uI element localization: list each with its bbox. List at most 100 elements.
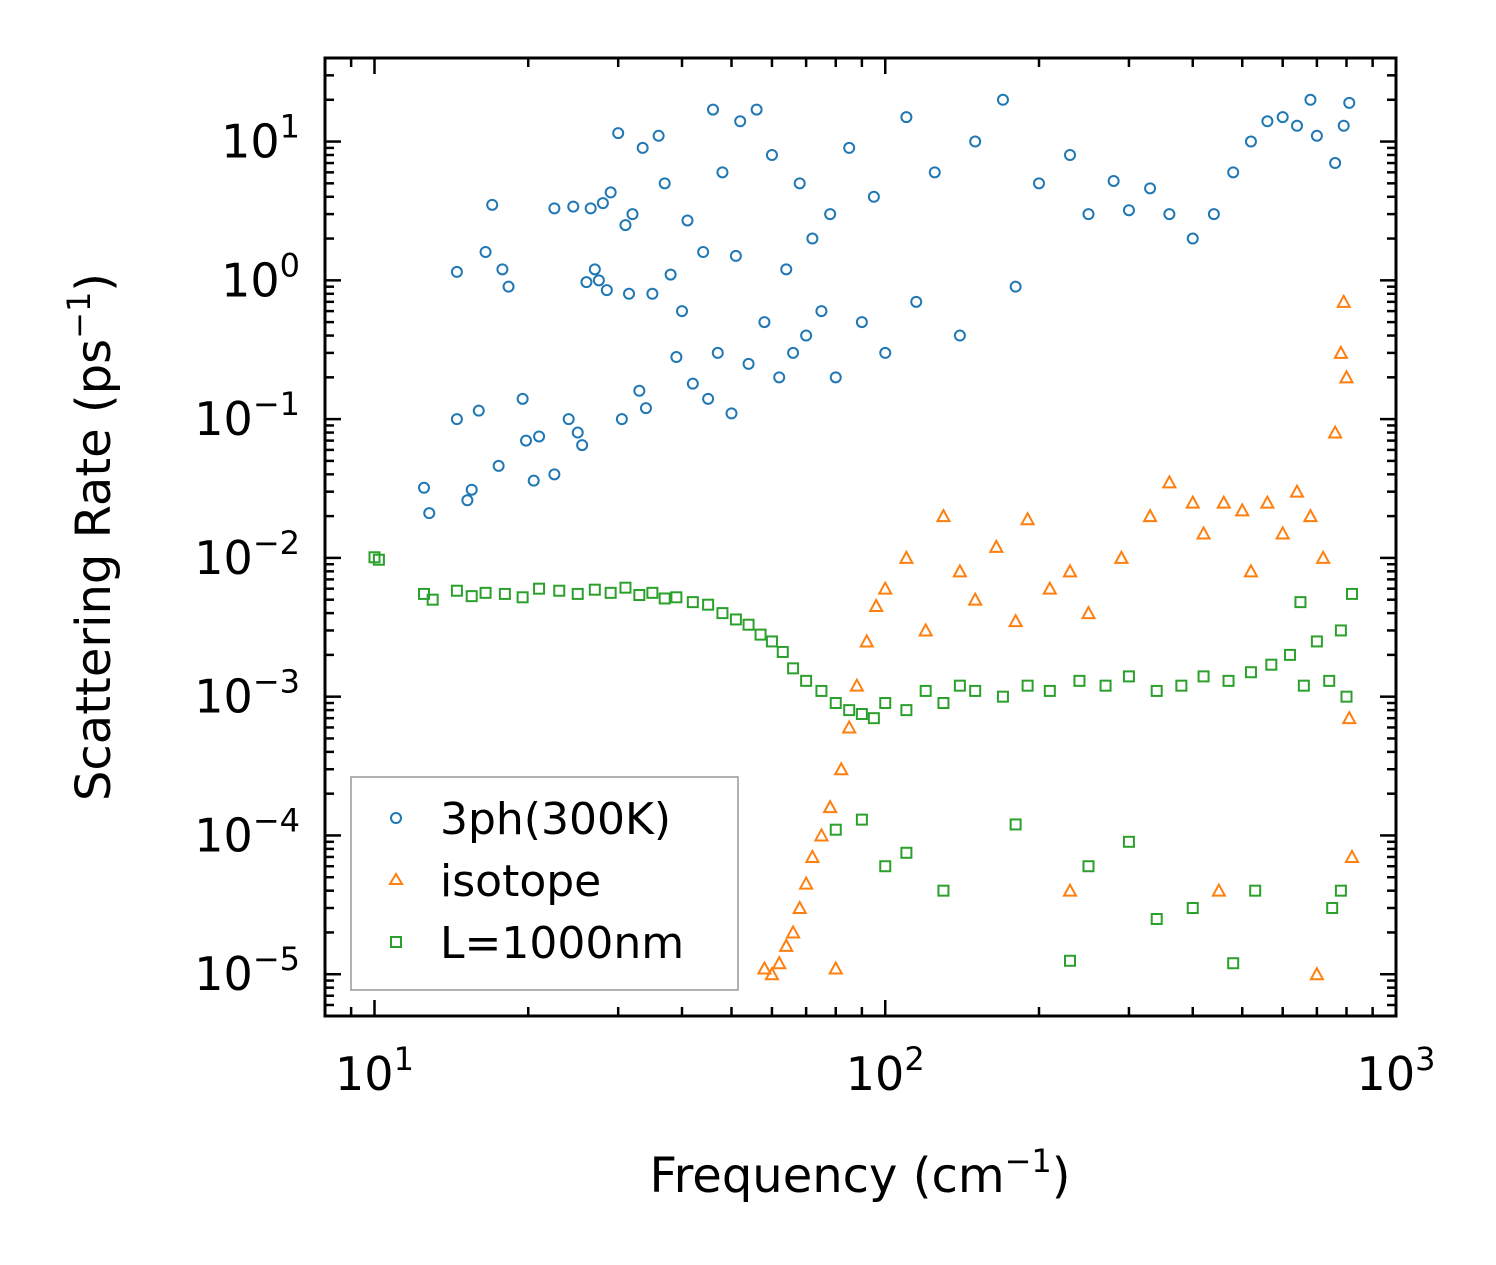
boundary-point bbox=[800, 674, 813, 687]
3ph-point bbox=[1276, 111, 1289, 124]
isotope-point bbox=[1185, 494, 1201, 509]
3ph-point bbox=[787, 346, 800, 359]
3ph-point bbox=[492, 459, 505, 472]
boundary-point bbox=[919, 684, 932, 697]
3ph-point bbox=[652, 129, 665, 142]
3ph-point bbox=[1144, 182, 1157, 195]
isotope-point bbox=[1195, 525, 1212, 540]
boundary-point bbox=[937, 697, 950, 710]
legend-marker-isotope bbox=[388, 872, 404, 885]
x-axis-label-exp: −1 bbox=[1005, 1142, 1052, 1180]
y-tick-label: 10−5 bbox=[194, 940, 300, 1001]
y-tick-exp: −3 bbox=[253, 663, 300, 701]
boundary-point bbox=[479, 586, 492, 599]
3ph-point bbox=[707, 103, 720, 116]
3ph-point bbox=[516, 392, 529, 405]
isotope-point bbox=[1113, 549, 1130, 564]
3ph-point bbox=[815, 305, 828, 318]
isotope-point bbox=[935, 508, 952, 523]
boundary-point bbox=[670, 591, 683, 604]
boundary-point bbox=[742, 618, 755, 631]
3ph-point bbox=[588, 263, 601, 276]
y-tick-exp: 0 bbox=[280, 246, 300, 284]
3ph-point bbox=[969, 135, 982, 148]
isotope-point bbox=[1216, 494, 1232, 509]
isotope-point bbox=[785, 924, 801, 939]
3ph-point bbox=[571, 426, 584, 439]
3ph-point bbox=[953, 329, 966, 342]
3ph-point bbox=[800, 329, 813, 342]
boundary-point bbox=[1043, 684, 1056, 697]
boundary-point bbox=[619, 581, 632, 594]
isotope-point bbox=[859, 633, 875, 648]
boundary-point bbox=[516, 591, 529, 604]
3ph-point bbox=[461, 494, 474, 507]
3ph-point bbox=[423, 507, 436, 520]
3ph-point bbox=[1304, 93, 1317, 106]
boundary-point bbox=[1326, 902, 1339, 915]
3ph-point bbox=[670, 351, 683, 364]
x-tick-exp: 1 bbox=[394, 1040, 414, 1078]
boundary-point bbox=[1265, 658, 1278, 671]
3ph-point bbox=[1261, 115, 1274, 128]
boundary-point bbox=[815, 684, 828, 697]
3ph-point bbox=[676, 305, 688, 318]
boundary-point bbox=[372, 553, 385, 566]
boundary-point bbox=[1323, 674, 1336, 687]
3ph-point bbox=[1033, 177, 1045, 190]
boundary-point bbox=[1009, 818, 1022, 831]
series-isotope-point bbox=[756, 293, 1360, 981]
3ph-point bbox=[734, 115, 747, 128]
isotope-point bbox=[898, 549, 915, 564]
plot-frame bbox=[323, 56, 1398, 1018]
3ph-point bbox=[548, 468, 561, 481]
x-tick-base: 10 bbox=[335, 1047, 394, 1101]
isotope-point bbox=[771, 955, 787, 970]
3ph-point bbox=[829, 371, 842, 384]
boundary-point bbox=[1021, 679, 1034, 692]
3ph-point bbox=[533, 430, 546, 443]
boundary-point bbox=[776, 645, 789, 658]
x-axis-label: Frequency (cm−1) bbox=[649, 1142, 1070, 1204]
3ph-point bbox=[773, 371, 786, 384]
boundary-point bbox=[533, 582, 546, 595]
3ph-point bbox=[867, 190, 880, 203]
boundary-point bbox=[729, 613, 742, 626]
boundary-point bbox=[900, 846, 913, 859]
isotope-point bbox=[1019, 511, 1036, 526]
boundary-point bbox=[1340, 690, 1353, 703]
boundary-point bbox=[1244, 666, 1257, 679]
3ph-point bbox=[928, 166, 941, 179]
3ph-point bbox=[562, 413, 575, 426]
3ph-point bbox=[479, 246, 492, 259]
boundary-point bbox=[1150, 912, 1163, 925]
isotope-point bbox=[756, 960, 773, 975]
3ph-point bbox=[1291, 119, 1304, 132]
legend-marker-l1000nm bbox=[390, 936, 402, 948]
boundary-point bbox=[937, 884, 950, 897]
legend: 3ph(300K) isotope L=1000nm bbox=[350, 776, 739, 991]
3ph-point bbox=[592, 274, 605, 287]
y-tick-exp: −2 bbox=[253, 524, 300, 562]
x-tick-base: 10 bbox=[846, 1047, 905, 1101]
legend-label-3ph: 3ph(300K) bbox=[440, 794, 671, 845]
boundary-point bbox=[1227, 957, 1240, 970]
y-tick-base: 10 bbox=[194, 808, 253, 862]
boundary-point bbox=[1122, 835, 1135, 848]
legend-label-l1000nm: L=1000nm bbox=[440, 918, 684, 969]
3ph-point bbox=[626, 208, 639, 221]
boundary-point bbox=[1334, 624, 1347, 637]
boundary-point bbox=[633, 589, 646, 602]
3ph-point bbox=[1207, 208, 1220, 221]
3ph-point bbox=[686, 377, 699, 390]
isotope-point bbox=[1333, 344, 1349, 359]
3ph-point bbox=[596, 197, 609, 210]
boundary-point bbox=[867, 712, 880, 725]
3ph-point bbox=[711, 346, 724, 359]
y-tick-base: 10 bbox=[194, 531, 253, 585]
isotope-point bbox=[1211, 882, 1227, 897]
y-tick-label: 10−3 bbox=[194, 663, 300, 724]
isotope-point bbox=[1338, 369, 1355, 384]
isotope-point bbox=[764, 966, 780, 981]
